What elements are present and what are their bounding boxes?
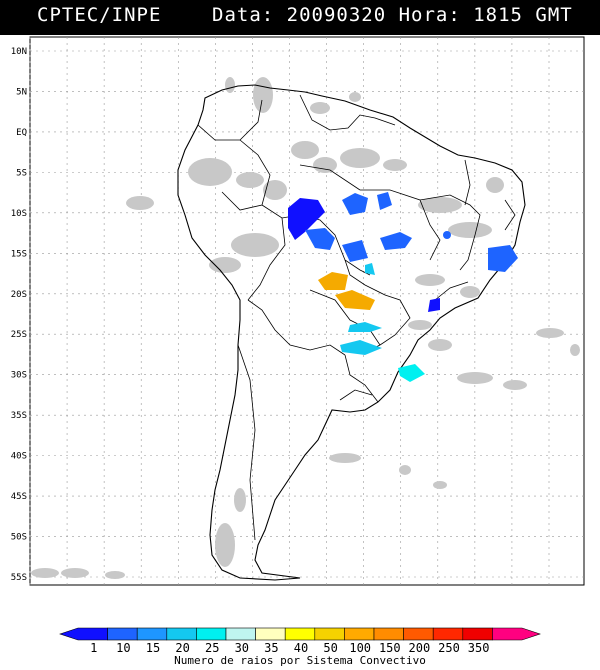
- legend-swatch: [107, 627, 138, 641]
- title-bar: CPTEC/INPE Data: 20090320 Hora: 1815 GMT: [0, 0, 600, 35]
- system-cyan-south: [340, 340, 382, 355]
- lightning-map: 10N5NEQ5S10S15S20S25S30S35S40S45S50S55S …: [11, 36, 585, 586]
- legend-swatch: [196, 627, 227, 641]
- legend-swatch: [59, 627, 108, 641]
- legend-tick: 100: [349, 641, 371, 655]
- map-border: [29, 36, 585, 586]
- legend-tick-labels: 1 10 15 20 25 30 35 40 50 100 150 200 250 350: [90, 641, 489, 655]
- system-cyan-coast: [398, 364, 425, 382]
- lat-label: 35S: [11, 411, 27, 421]
- lat-label: 15S: [11, 249, 27, 259]
- system-blue-small: [377, 192, 392, 210]
- lat-label: 25S: [11, 330, 27, 340]
- legend-swatch: [225, 627, 256, 641]
- legend-tick: 200: [409, 641, 431, 655]
- lat-label: 10S: [11, 209, 27, 219]
- system-blue-se: [428, 298, 440, 312]
- datetime-title: Data: 20090320 Hora: 1815 GMT: [212, 4, 573, 26]
- coastline: [177, 84, 526, 581]
- system-blue-mid: [305, 228, 335, 250]
- latitude-labels: 10N 5N EQ 5S 10S 15S 20S 25S 30S 35S 40S 45S 50S 55S: [11, 47, 27, 583]
- legend-tick: 20: [175, 641, 189, 655]
- system-cyan: [348, 322, 382, 332]
- legend-colorbar: [59, 627, 541, 641]
- system-blue-west: [288, 198, 325, 240]
- lat-label: 5S: [16, 168, 27, 178]
- legend-swatch: [255, 627, 286, 641]
- lat-label: 30S: [11, 371, 27, 381]
- legend-swatch: [492, 627, 541, 641]
- legend-swatch: [373, 627, 404, 641]
- system-blue-coast: [488, 245, 518, 272]
- legend-swatch: [136, 627, 168, 641]
- system-blue-central: [342, 240, 368, 262]
- lat-label: 40S: [11, 452, 27, 462]
- lat-label: 5N: [16, 87, 27, 97]
- legend-tick: 30: [235, 641, 249, 655]
- lat-label: 45S: [11, 492, 27, 502]
- legend-tick: 1: [90, 641, 97, 655]
- legend-tick: 35: [264, 641, 278, 655]
- legend-swatch: [432, 627, 464, 641]
- legend-tick: 150: [379, 641, 401, 655]
- lat-label: 55S: [11, 573, 27, 583]
- lat-label: EQ: [16, 128, 27, 138]
- convective-systems: [288, 192, 518, 382]
- system-cyan-small: [365, 263, 375, 275]
- cloud-cover: [31, 77, 580, 579]
- country-borders: [197, 94, 516, 541]
- lat-label: 50S: [11, 533, 27, 543]
- legend-swatch: [284, 627, 316, 641]
- system-orange-south: [335, 290, 375, 310]
- source-title: CPTEC/INPE: [37, 4, 162, 26]
- system-blue-north: [342, 193, 368, 215]
- color-legend: 1 10 15 20 25 30 35 40 50 100 150 200 250 350: [59, 627, 541, 655]
- legend-swatch: [314, 627, 345, 641]
- legend-tick: 10: [116, 641, 130, 655]
- legend-tick: 25: [205, 641, 219, 655]
- legend-tick: 40: [294, 641, 308, 655]
- lat-label: 20S: [11, 290, 27, 300]
- legend-swatch: [344, 627, 375, 641]
- legend-tick: 50: [323, 641, 337, 655]
- legend-title: Numero de raios por Sistema Convectivo: [174, 654, 426, 667]
- legend-swatch: [462, 627, 493, 641]
- system-blue-dot: [443, 231, 451, 239]
- legend-swatch: [403, 627, 434, 641]
- lat-label: 10N: [11, 47, 27, 57]
- system-orange: [318, 272, 348, 290]
- legend-tick: 250: [438, 641, 460, 655]
- legend-tick: 350: [468, 641, 490, 655]
- legend-swatch: [166, 627, 197, 641]
- legend-tick: 15: [146, 641, 160, 655]
- system-blue-east: [380, 232, 412, 250]
